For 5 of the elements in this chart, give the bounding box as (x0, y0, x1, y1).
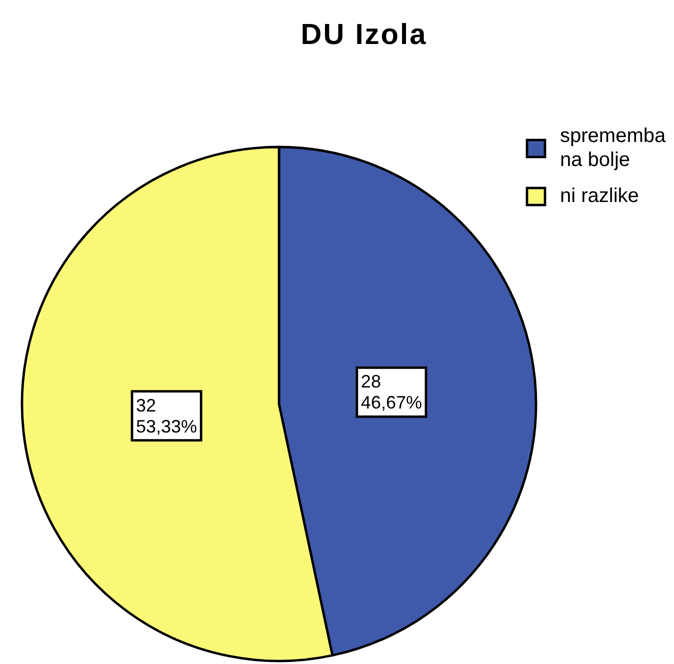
data-label: 28 46,67% (360, 372, 422, 413)
legend-label: sprememba na bolje (560, 125, 666, 171)
data-label: 32 53,33% (136, 395, 198, 436)
chart-title: DU Izola (300, 19, 428, 51)
legend-label: ni razlike (560, 185, 639, 207)
